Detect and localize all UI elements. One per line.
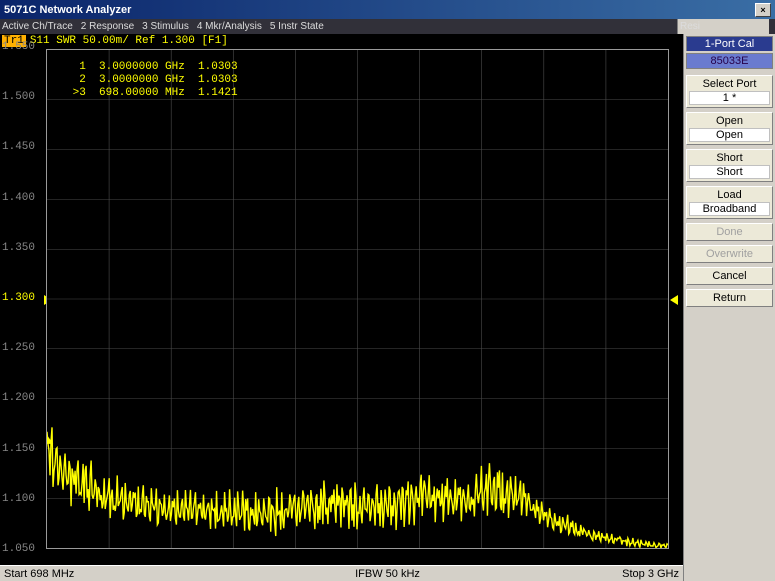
- short-button[interactable]: ShortShort: [686, 149, 773, 182]
- ref-marker-right-icon: [670, 295, 678, 305]
- select-port-button[interactable]: Select Port1 *: [686, 75, 773, 108]
- button-label: Select Port: [703, 78, 757, 90]
- button-label: Overwrite: [706, 248, 753, 260]
- trace-chart: [47, 50, 668, 548]
- menu-item[interactable]: 5 Instr State: [270, 21, 324, 32]
- menu-item[interactable]: Active Ch/Trace: [2, 21, 73, 32]
- button-label: Open: [716, 115, 743, 127]
- status-bar: Start 698 MHz IFBW 50 kHz Stop 3 GHz: [0, 565, 683, 581]
- button-sublabel: 1 *: [689, 91, 770, 105]
- button-sublabel: Open: [689, 128, 770, 142]
- load-button[interactable]: LoadBroadband: [686, 186, 773, 219]
- trace-info: S11 SWR 50.00m/ Ref 1.300 [F1]: [30, 35, 228, 47]
- window-title: 5071C Network Analyzer: [4, 4, 131, 16]
- status-start: Start 698 MHz: [4, 568, 74, 580]
- button-label: Return: [713, 292, 746, 304]
- button-sublabel: Broadband: [689, 202, 770, 216]
- button-sublabel: Short: [689, 165, 770, 179]
- return-button[interactable]: Return: [686, 289, 773, 307]
- done-button: Done: [686, 223, 773, 241]
- menu-right-text: Resi: [677, 19, 769, 34]
- overwrite-button: Overwrite: [686, 245, 773, 263]
- button-label: Cancel: [712, 270, 746, 282]
- window-titlebar: 5071C Network Analyzer ×: [0, 0, 775, 19]
- panel-subtitle: 85033E: [686, 53, 773, 69]
- close-icon[interactable]: ×: [755, 3, 771, 17]
- panel-title: 1-Port Cal: [686, 36, 773, 51]
- y-axis-labels: 1.5501.5001.4501.4001.3501.3001.2501.200…: [2, 47, 44, 549]
- status-stop: Stop 3 GHz: [622, 568, 679, 580]
- button-label: Load: [717, 189, 741, 201]
- cancel-button[interactable]: Cancel: [686, 267, 773, 285]
- menu-item[interactable]: 2 Response: [81, 21, 134, 32]
- marker-readout: 1 3.0000000 GHz 1.0303 2 3.0000000 GHz 1…: [66, 61, 238, 100]
- open-button[interactable]: OpenOpen: [686, 112, 773, 145]
- status-ifbw: IFBW 50 kHz: [355, 568, 420, 580]
- plot-area: 1.5501.5001.4501.4001.3501.3001.2501.200…: [0, 47, 683, 565]
- plot-frame: [46, 49, 669, 549]
- menu-item[interactable]: 3 Stimulus: [142, 21, 189, 32]
- menu-item[interactable]: 4 Mkr/Analysis: [197, 21, 262, 32]
- button-label: Short: [716, 152, 742, 164]
- side-panel: 1-Port Cal 85033E Select Port1 * OpenOpen…: [683, 34, 775, 581]
- menu-bar: Active Ch/Trace 2 Response 3 Stimulus 4 …: [0, 19, 775, 34]
- trace-header: Tr1 S11 SWR 50.00m/ Ref 1.300 [F1]: [0, 34, 683, 47]
- button-label: Done: [716, 226, 742, 238]
